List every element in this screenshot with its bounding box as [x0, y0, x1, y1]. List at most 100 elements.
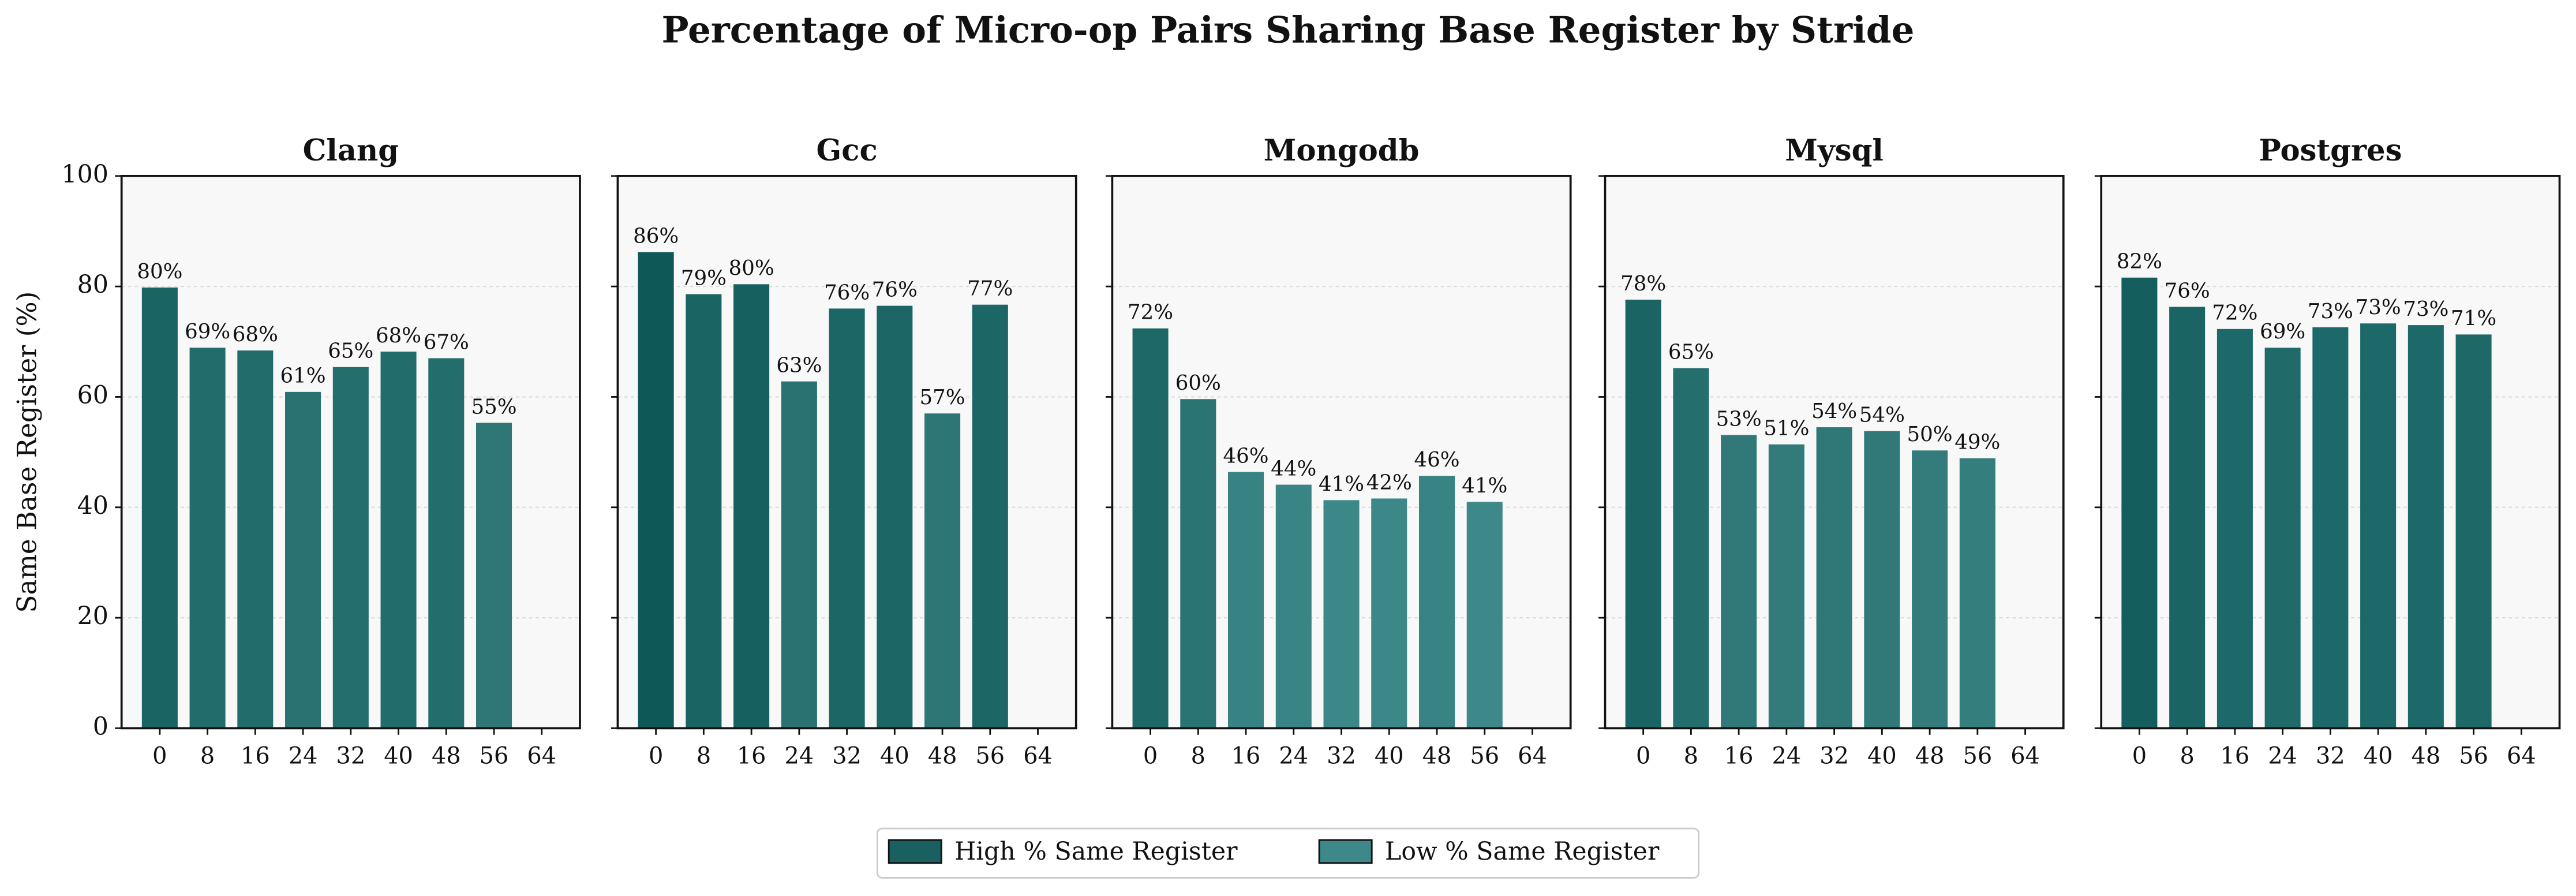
x-tick-label: 0 [1143, 743, 1158, 770]
bar [1180, 399, 1216, 729]
x-tick-label: 24 [289, 743, 318, 770]
bar [1721, 435, 1757, 729]
bar [332, 367, 369, 729]
bar [1816, 427, 1852, 729]
data-label: 65% [1668, 341, 1714, 364]
data-label: 51% [1763, 417, 1809, 440]
x-tick-label: 8 [2180, 743, 2194, 770]
plot-frame [1604, 174, 2065, 730]
bar [141, 288, 178, 729]
bar [1625, 300, 1661, 729]
x-tick-label: 40 [880, 743, 909, 770]
bar [285, 391, 321, 729]
bar [2216, 328, 2253, 729]
x-tick-label: 64 [2010, 743, 2040, 770]
data-label: 46% [1414, 448, 1459, 472]
legend-swatch [1318, 839, 1373, 864]
data-label: 80% [137, 260, 182, 283]
data-label: 69% [2260, 320, 2305, 344]
x-tick-label: 32 [1819, 743, 1849, 770]
bar [428, 358, 465, 729]
x-tick-label: 56 [1963, 743, 1992, 770]
data-label: 46% [1223, 444, 1269, 468]
data-label: 44% [1271, 457, 1316, 480]
bar [2264, 348, 2301, 729]
bar [1228, 472, 1264, 729]
bar [380, 352, 417, 729]
x-tick-label: 24 [1772, 743, 1802, 770]
data-label: 67% [424, 330, 469, 354]
x-tick-label: 16 [2221, 743, 2250, 770]
x-tick-label: 0 [649, 743, 663, 770]
bar [1959, 458, 1995, 729]
bar [1275, 484, 1312, 729]
x-tick-label: 64 [2507, 743, 2536, 770]
data-label: 42% [1366, 471, 1412, 494]
bar [2455, 334, 2492, 729]
x-tick-label: 56 [2459, 743, 2488, 770]
subplot-title: Gcc [817, 133, 878, 168]
y-tick-label: 20 [77, 602, 108, 630]
x-tick-label: 32 [336, 743, 365, 770]
plot-frame [2100, 174, 2561, 730]
data-label: 55% [471, 395, 516, 419]
x-tick-label: 16 [737, 743, 766, 770]
bar [877, 305, 913, 729]
bar [686, 294, 722, 729]
x-tick-label: 32 [832, 743, 862, 770]
x-tick-label: 8 [1191, 743, 1205, 770]
y-tick-label: 100 [61, 160, 108, 189]
x-tick-label: 16 [241, 743, 270, 770]
data-label: 82% [2117, 250, 2162, 274]
x-tick-label: 64 [1518, 743, 1547, 770]
bar [1466, 502, 1503, 729]
x-tick-label: 48 [1422, 743, 1452, 770]
x-tick-label: 8 [697, 743, 711, 770]
x-tick-label: 64 [1023, 743, 1053, 770]
x-tick-label: 32 [1327, 743, 1356, 770]
data-label: 73% [2308, 300, 2353, 323]
data-label: 76% [872, 278, 918, 302]
x-tick-label: 8 [200, 743, 215, 770]
x-tick-label: 40 [384, 743, 413, 770]
bar [2360, 323, 2397, 729]
data-label: 76% [2165, 279, 2210, 303]
data-label: 73% [2403, 297, 2448, 321]
x-tick-label: 56 [480, 743, 509, 770]
x-tick-label: 48 [928, 743, 957, 770]
data-label: 69% [185, 320, 230, 344]
bar [2121, 277, 2158, 729]
x-tick-label: 56 [975, 743, 1005, 770]
x-tick-label: 48 [432, 743, 461, 770]
x-tick-label: 0 [152, 743, 167, 770]
data-label: 65% [328, 339, 373, 363]
data-label: 76% [824, 281, 870, 304]
data-label: 41% [1462, 474, 1507, 498]
x-tick-label: 40 [1375, 743, 1404, 770]
bar [1132, 328, 1169, 729]
data-label: 72% [2212, 301, 2257, 325]
bar [638, 252, 674, 729]
x-tick-label: 16 [1231, 743, 1261, 770]
plot-frame [120, 174, 581, 730]
data-label: 50% [1907, 423, 1953, 446]
subplot-title: Clang [303, 133, 399, 168]
bar [1323, 500, 1360, 729]
x-tick-label: 64 [527, 743, 556, 770]
x-tick-label: 56 [1470, 743, 1499, 770]
legend-label: Low % Same Register [1385, 837, 1660, 866]
y-axis-label: Same Base Register (%) [12, 292, 43, 613]
bar [1912, 450, 1948, 729]
bar [237, 350, 274, 729]
plot-frame [616, 174, 1077, 730]
x-tick-label: 16 [1724, 743, 1754, 770]
y-tick-label: 0 [93, 712, 108, 741]
data-label: 86% [633, 225, 679, 248]
x-tick-label: 8 [1684, 743, 1698, 770]
bar [1864, 431, 1900, 729]
bar [1673, 368, 1709, 729]
subplot-title: Postgres [2259, 133, 2402, 168]
bar [829, 308, 865, 729]
x-tick-label: 24 [1279, 743, 1308, 770]
